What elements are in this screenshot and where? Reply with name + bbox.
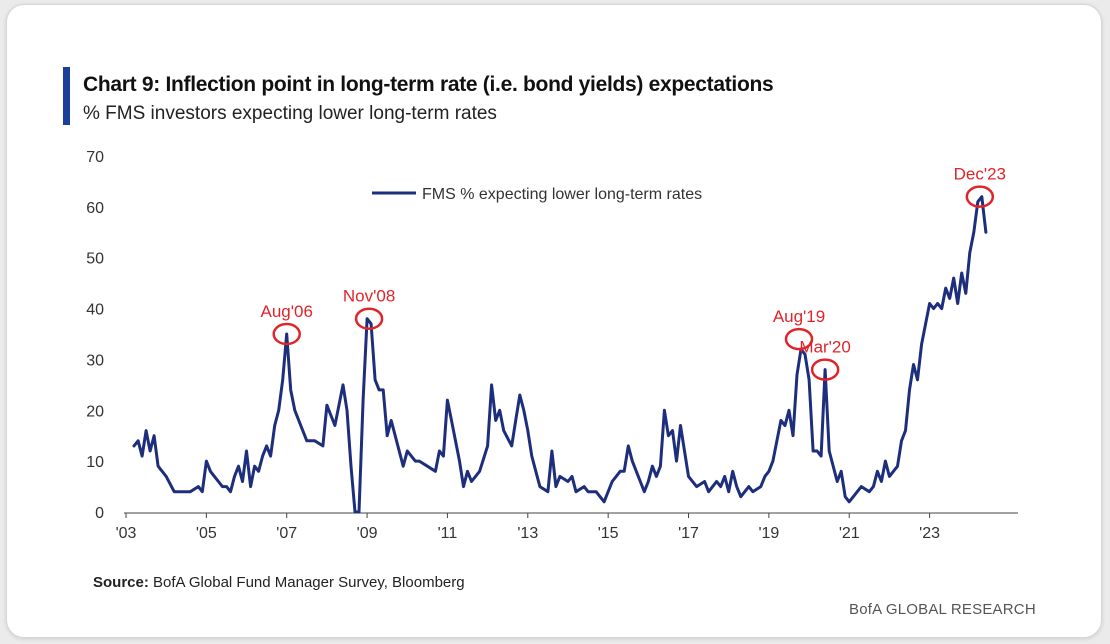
y-tick-label: 40 [86,302,104,319]
y-tick-label: 70 [86,149,104,166]
y-tick-label: 30 [86,352,104,369]
annotation-label: Nov'08 [343,287,395,306]
chart-subtitle: % FMS investors expecting lower long-ter… [83,103,497,124]
source-text: BofA Global Fund Manager Survey, Bloombe… [153,574,465,591]
y-tick-label: 0 [95,505,104,522]
x-tick-label: '13 [517,525,538,542]
annotation-label: Aug'19 [773,307,825,326]
brand-label: BofA GLOBAL RESEARCH [849,601,1036,618]
x-tick-label: '05 [196,525,217,542]
chart-title: Chart 9: Inflection point in long-term r… [83,73,774,96]
annotation-label: Aug'06 [261,302,313,321]
y-tick-label: 10 [86,454,104,471]
x-tick-label: '07 [276,525,297,542]
annotation-circle [965,185,995,208]
annotation-circle [272,322,301,346]
y-tick-label: 60 [86,200,104,217]
annotation-label: Mar'20 [799,338,850,357]
x-tick-label: '19 [758,525,779,542]
y-tick-label: 50 [86,251,104,268]
chart-card: Chart 9: Inflection point in long-term r… [6,4,1102,638]
x-tick-label: '21 [839,525,860,542]
title-accent-bar [63,67,70,125]
annotation-circle [810,358,840,381]
x-tick-label: '11 [438,525,458,542]
x-tick-label: '09 [357,525,378,542]
annotation-circle [784,327,814,351]
y-tick-label: 20 [86,403,104,420]
annotation-circle [354,307,384,330]
x-tick-label: '17 [678,525,699,542]
source-label: Source: [93,574,149,591]
annotation-label: Dec'23 [954,165,1006,184]
series-line [132,195,988,514]
x-tick-label: '03 [116,525,137,542]
source-note: Source: BofA Global Fund Manager Survey,… [93,574,465,591]
x-tick-label: '15 [598,525,619,542]
x-tick-label: '23 [919,525,940,542]
legend-label: FMS % expecting lower long-term rates [422,186,702,203]
